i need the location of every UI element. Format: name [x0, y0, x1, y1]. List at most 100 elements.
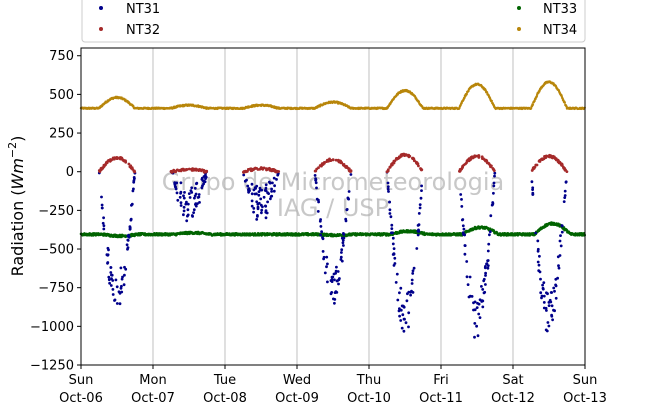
data-point-nt32	[489, 165, 493, 169]
data-point-nt31	[388, 200, 391, 204]
data-point-nt31	[394, 281, 398, 284]
data-point-nt31	[321, 250, 325, 253]
series-nt34	[79, 80, 586, 111]
data-point-nt32	[397, 156, 401, 160]
data-point-nt32	[462, 163, 466, 167]
data-point-nt31	[557, 264, 560, 268]
data-point-nt32	[492, 168, 496, 171]
data-point-nt31	[560, 224, 564, 227]
data-point-nt32	[179, 168, 183, 172]
data-point-nt31	[546, 321, 550, 324]
data-point-nt31	[540, 296, 543, 300]
data-point-nt31	[102, 216, 105, 220]
data-point-nt31	[132, 179, 136, 183]
data-point-nt31	[468, 294, 472, 298]
data-point-nt31	[131, 189, 135, 193]
data-point-nt31	[411, 291, 415, 294]
data-point-nt31	[319, 225, 323, 228]
data-point-nt31	[264, 204, 268, 208]
data-point-nt31	[341, 241, 345, 245]
data-point-nt31	[334, 269, 338, 273]
data-point-nt32	[327, 158, 331, 162]
x-tick-label-weekday: Sun	[573, 373, 598, 388]
data-point-nt32	[192, 168, 195, 172]
data-point-nt31	[391, 231, 394, 235]
data-point-nt31	[115, 302, 119, 305]
data-point-nt31	[489, 214, 493, 218]
data-point-nt31	[536, 239, 540, 243]
x-tick-label-date: Oct-07	[131, 391, 175, 406]
data-point-nt31	[402, 317, 406, 321]
x-axis: Sun Oct-06 Mon Oct-07 Tue Oct-08 Wed Oct-09 Thu O…	[59, 365, 607, 406]
data-point-nt31	[481, 305, 485, 309]
data-point-nt31	[407, 325, 410, 329]
data-point-nt31	[246, 184, 250, 188]
data-point-nt31	[402, 329, 406, 333]
data-point-nt31	[340, 248, 344, 252]
data-point-nt34	[485, 91, 489, 94]
data-point-nt31	[461, 231, 465, 235]
data-point-nt31	[544, 306, 548, 310]
data-point-nt31	[257, 193, 261, 197]
data-point-nt31	[174, 187, 178, 191]
data-point-nt31	[420, 184, 423, 188]
data-point-nt31	[182, 194, 185, 198]
y-tick-label: −250	[38, 204, 74, 219]
data-point-nt32	[102, 164, 106, 168]
data-point-nt32	[392, 161, 395, 165]
data-point-nt31	[552, 286, 556, 290]
data-point-nt31	[406, 292, 409, 296]
data-point-nt31	[188, 196, 192, 199]
data-point-nt31	[242, 173, 246, 177]
data-point-nt31	[530, 180, 534, 184]
data-point-nt31	[117, 290, 121, 294]
data-point-nt31	[179, 201, 183, 205]
data-point-nt31	[418, 206, 422, 210]
data-point-nt32	[170, 169, 173, 173]
x-tick-label-date: Oct-12	[491, 391, 535, 406]
data-point-nt32	[120, 156, 124, 160]
data-point-nt31	[459, 193, 463, 196]
data-point-nt32	[174, 170, 178, 174]
data-point-nt31	[475, 306, 479, 309]
data-point-nt31	[465, 260, 469, 263]
data-point-nt31	[313, 174, 317, 177]
data-point-nt31	[491, 202, 495, 205]
data-point-nt31	[260, 208, 264, 212]
data-point-nt31	[420, 189, 423, 193]
data-point-nt31	[486, 259, 489, 263]
series-nt33	[79, 221, 586, 239]
y-axis-label: Radiation (Wm−2)	[6, 136, 27, 277]
data-point-nt31	[262, 195, 266, 199]
data-point-nt31	[395, 272, 399, 276]
data-point-nt31	[336, 270, 340, 273]
legend-label-nt31: NT31	[126, 2, 160, 17]
data-point-nt31	[270, 190, 273, 193]
data-point-nt31	[192, 208, 196, 212]
data-point-nt31	[534, 231, 538, 235]
data-point-nt31	[126, 234, 130, 238]
data-point-nt31	[182, 209, 186, 213]
data-point-nt32	[545, 154, 549, 158]
x-tick-label-date: Oct-08	[203, 391, 247, 406]
data-point-nt31	[335, 279, 339, 283]
data-point-nt32	[468, 157, 472, 161]
data-point-nt31	[392, 252, 396, 256]
data-point-nt31	[476, 301, 479, 305]
data-point-nt31	[245, 178, 248, 182]
data-point-nt31	[123, 273, 126, 277]
data-point-nt31	[554, 296, 558, 300]
x-tick-label-weekday: Sat	[502, 373, 523, 388]
data-point-nt32	[400, 154, 403, 158]
data-point-nt32	[250, 167, 253, 171]
data-point-nt31	[473, 322, 477, 325]
data-point-nt31	[263, 189, 267, 192]
data-point-nt31	[341, 239, 345, 242]
data-point-nt31	[344, 219, 348, 223]
data-point-nt31	[326, 280, 329, 284]
data-point-nt31	[399, 286, 403, 290]
data-point-nt31	[466, 283, 470, 286]
data-point-nt31	[250, 182, 254, 186]
data-point-nt31	[198, 201, 201, 204]
data-point-nt31	[115, 285, 119, 289]
